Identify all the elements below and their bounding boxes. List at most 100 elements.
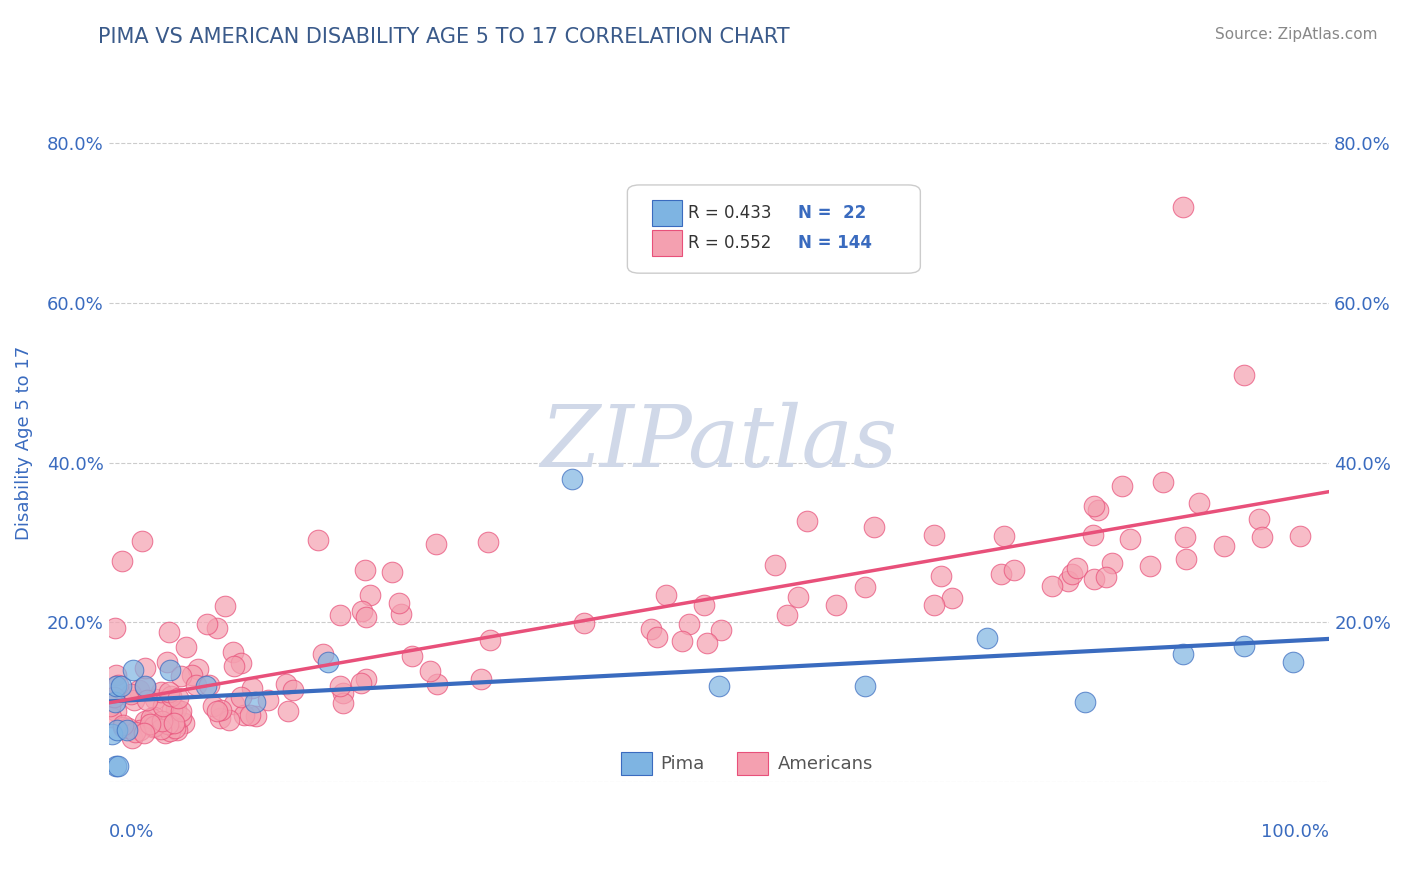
Point — [350, 676, 373, 690]
Point — [976, 632, 998, 646]
Bar — [737, 752, 768, 775]
Point — [354, 673, 377, 687]
Point — [786, 590, 808, 604]
Point — [1233, 640, 1256, 654]
Point — [224, 697, 246, 711]
Text: R = 0.552: R = 0.552 — [689, 235, 772, 252]
Point — [381, 565, 404, 579]
Point — [163, 722, 186, 736]
Point — [202, 699, 225, 714]
Point — [120, 687, 142, 701]
Point — [470, 672, 492, 686]
Point — [1289, 529, 1312, 543]
Point — [195, 679, 218, 693]
Point — [640, 622, 662, 636]
Point — [1281, 656, 1303, 670]
Point — [174, 640, 197, 655]
Point — [1174, 531, 1197, 545]
Point — [796, 514, 818, 528]
Point — [153, 725, 176, 739]
Point — [166, 723, 188, 738]
Point — [1171, 648, 1194, 662]
Point — [229, 657, 252, 671]
Point — [111, 718, 134, 732]
Point — [707, 679, 730, 693]
Point — [1175, 552, 1198, 566]
Point — [329, 679, 352, 693]
Point — [222, 645, 245, 659]
Bar — [652, 230, 682, 256]
Point — [205, 621, 228, 635]
Point — [139, 711, 162, 725]
Point — [162, 716, 184, 731]
Point — [173, 716, 195, 731]
Point — [654, 588, 676, 602]
Point — [111, 720, 134, 734]
Point — [122, 664, 145, 678]
Point — [993, 529, 1015, 543]
Point — [107, 678, 129, 692]
Point — [134, 679, 156, 693]
Point — [233, 707, 256, 722]
Point — [477, 535, 499, 549]
Point — [134, 661, 156, 675]
Point — [157, 685, 180, 699]
Point — [1171, 200, 1194, 214]
Point — [142, 720, 165, 734]
Text: N =  22: N = 22 — [799, 203, 866, 222]
Point — [350, 604, 373, 618]
Point — [156, 655, 179, 669]
Point — [332, 686, 354, 700]
Point — [277, 704, 299, 718]
Point — [98, 698, 121, 713]
Point — [159, 664, 181, 678]
Point — [1139, 559, 1161, 574]
Point — [245, 709, 267, 723]
Point — [117, 722, 139, 736]
Point — [209, 703, 232, 717]
Text: Pima: Pima — [661, 755, 704, 772]
Point — [187, 662, 209, 676]
Point — [1087, 503, 1109, 517]
Point — [104, 679, 127, 693]
Point — [1066, 561, 1088, 575]
Point — [1040, 579, 1063, 593]
Point — [218, 713, 240, 727]
Point — [329, 608, 352, 623]
Point — [149, 684, 172, 698]
Point — [110, 679, 132, 693]
Point — [240, 681, 263, 696]
Text: Americans: Americans — [778, 755, 873, 772]
Point — [180, 668, 202, 682]
Point — [103, 690, 125, 704]
Point — [152, 698, 174, 713]
Point — [229, 690, 252, 704]
Point — [122, 693, 145, 707]
Point — [307, 533, 329, 547]
Point — [572, 615, 595, 630]
Text: ZIPatlas: ZIPatlas — [540, 401, 897, 484]
Point — [134, 714, 156, 728]
Bar — [621, 752, 652, 775]
Point — [1074, 695, 1097, 709]
Point — [479, 633, 502, 648]
Point — [104, 695, 127, 709]
Point — [208, 711, 231, 725]
Point — [353, 563, 375, 577]
Point — [100, 710, 122, 724]
Point — [170, 704, 193, 718]
Point — [104, 759, 127, 773]
Point — [138, 717, 160, 731]
Point — [1057, 574, 1080, 588]
Point — [318, 656, 340, 670]
Text: N = 144: N = 144 — [799, 235, 872, 252]
Point — [1081, 528, 1104, 542]
Point — [332, 696, 354, 710]
Point — [354, 609, 377, 624]
Point — [195, 617, 218, 632]
FancyBboxPatch shape — [627, 185, 921, 273]
Point — [1002, 563, 1025, 577]
Point — [922, 528, 945, 542]
Point — [645, 630, 668, 644]
Point — [101, 727, 124, 741]
